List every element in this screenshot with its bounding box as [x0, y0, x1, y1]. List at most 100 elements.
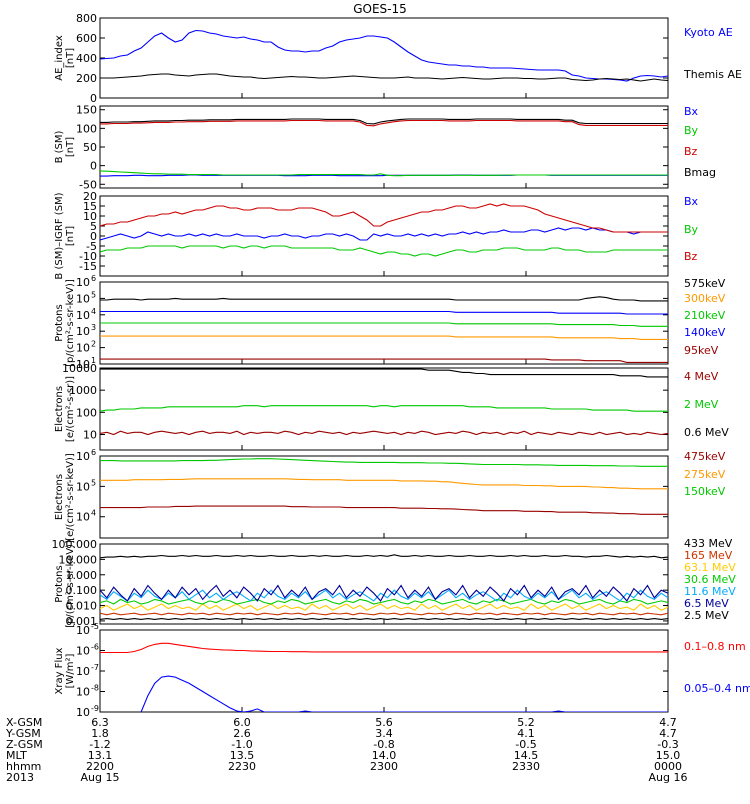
legend-label: 2.5 MeV [684, 609, 729, 622]
series-line-ae-0 [100, 29, 668, 82]
y-tick-label: 600 [76, 32, 97, 45]
y-axis-label: [nT] [65, 137, 76, 157]
x-axis-value: 4.1 [517, 727, 535, 740]
y-axis-label: [nT] [65, 48, 76, 68]
y-tick-exponent: -9 [91, 704, 99, 713]
legend-label: 11.6 MeV [684, 585, 736, 598]
legend-label: 63.1 MeV [684, 561, 736, 574]
y-tick-label: 400 [76, 52, 97, 65]
x-axis-value: 6.0 [233, 716, 251, 729]
y-tick-label: 0 [90, 160, 97, 173]
y-tick-label: 0.010 [66, 600, 98, 613]
series-line-electrons_kev-0 [100, 505, 668, 515]
y-tick-label: 10 [76, 276, 90, 289]
series-line-xray-1 [140, 675, 668, 712]
y-tick-label: 0.100 [66, 584, 98, 597]
x-axis-value: 0000 [654, 760, 682, 773]
y-axis-label: [e/(cm²-s-sr-keV)] [65, 453, 76, 541]
series-line-protons_low-3 [100, 310, 668, 315]
y-tick-exponent: -7 [91, 663, 99, 672]
y-axis-label: Xray Flux [54, 647, 65, 694]
x-axis-value: 14.5 [514, 749, 539, 762]
x-axis-row-label: hhmm [6, 760, 41, 773]
y-axis-label: Protons [54, 565, 65, 602]
y-axis-label: [p/(cm²-s-sr-keV)] [65, 540, 76, 628]
y-tick-label: 10 [76, 358, 90, 371]
x-axis-value: 2330 [512, 760, 540, 773]
series-line-bsm-3 [100, 118, 668, 125]
y-tick-label: 100.000 [52, 538, 98, 551]
panel-frame-xray [99, 629, 669, 713]
y-tick-label: 10 [76, 624, 90, 637]
y-tick-exponent: 2 [91, 340, 96, 349]
panel-frame-ae [99, 17, 669, 99]
legend-label: Bx [684, 195, 699, 208]
legend-label: Kyoto AE [684, 26, 733, 39]
x-axis-row-label: X-GSM [6, 716, 42, 729]
y-tick-exponent: 5 [91, 478, 96, 487]
x-axis-row-label: MLT [6, 749, 27, 762]
legend-label: 0.1–0.8 nm [684, 640, 746, 653]
series-line-electrons_mev-0 [100, 430, 668, 436]
y-tick-exponent: 6 [91, 274, 96, 283]
series-line-xray-0 [100, 642, 668, 654]
y-tick-exponent: -8 [91, 684, 99, 693]
x-axis-value: 13.5 [230, 749, 255, 762]
legend-label: 95keV [684, 344, 719, 357]
y-tick-label: 0 [90, 230, 97, 243]
x-axis-value: 3.4 [375, 727, 393, 740]
legend-label: Bmag [684, 166, 716, 179]
panel-frame-electrons_kev [99, 455, 669, 539]
y-axis-label: [e/(cm²-s-sr)] [65, 376, 76, 442]
legend-label: 2 MeV [684, 398, 719, 411]
x-axis-value: -0.5 [515, 738, 536, 751]
series-line-protons_mev-0 [100, 554, 668, 559]
y-tick-label: 50 [83, 141, 97, 154]
y-tick-label: 200 [76, 72, 97, 85]
legend-label: Themis AE [683, 68, 742, 81]
y-tick-label: -5 [86, 240, 97, 253]
legend-label: 0.6 MeV [684, 426, 729, 439]
y-axis-label: Protons [54, 304, 65, 341]
legend-label: 30.6 MeV [684, 573, 736, 586]
series-line-bsm-2 [100, 119, 668, 127]
legend-label: 6.5 MeV [684, 597, 729, 610]
y-tick-label: 10 [83, 210, 97, 223]
x-axis-value: 4.7 [659, 716, 677, 729]
series-line-electrons_kev-1 [100, 478, 668, 490]
legend-label: 140keV [684, 326, 726, 339]
y-tick-label: 10 [76, 665, 90, 678]
series-line-protons_mev-2 [100, 603, 668, 611]
x-axis-value: -0.8 [373, 738, 394, 751]
y-tick-exponent: 5 [91, 290, 96, 299]
y-axis-label: Electrons [54, 386, 65, 432]
y-tick-label: 5 [90, 220, 97, 233]
y-tick-label: -50 [79, 178, 97, 191]
legend-label: 275keV [684, 468, 726, 481]
legend-label: 150keV [684, 485, 726, 498]
y-axis-label: Electrons [54, 474, 65, 520]
y-tick-exponent: 3 [91, 323, 96, 332]
legend-label: 475keV [684, 450, 726, 463]
chart-title: GOES-15 [353, 2, 407, 16]
y-tick-label: 100 [76, 122, 97, 135]
legend-label: Bz [684, 145, 698, 158]
y-tick-label: 20 [83, 190, 97, 203]
series-line-electrons_kev-2 [100, 458, 668, 467]
series-line-bdiff-0 [100, 227, 668, 241]
x-axis-value: 2300 [370, 760, 398, 773]
x-axis-value: Aug 15 [81, 771, 120, 784]
legend-label: 300keV [684, 292, 726, 305]
x-axis-value: 6.3 [91, 716, 109, 729]
series-line-bdiff-2 [100, 203, 668, 233]
series-line-bdiff-1 [100, 245, 668, 257]
series-line-electrons_mev-1 [100, 405, 668, 412]
y-tick-label: 10 [76, 309, 90, 322]
y-tick-label: 10 [76, 325, 90, 338]
y-axis-label: B (SM) [54, 130, 65, 163]
x-axis-row-label: 2013 [6, 771, 34, 784]
y-tick-label: 10 [76, 480, 90, 493]
x-axis-value: 15.0 [656, 749, 681, 762]
